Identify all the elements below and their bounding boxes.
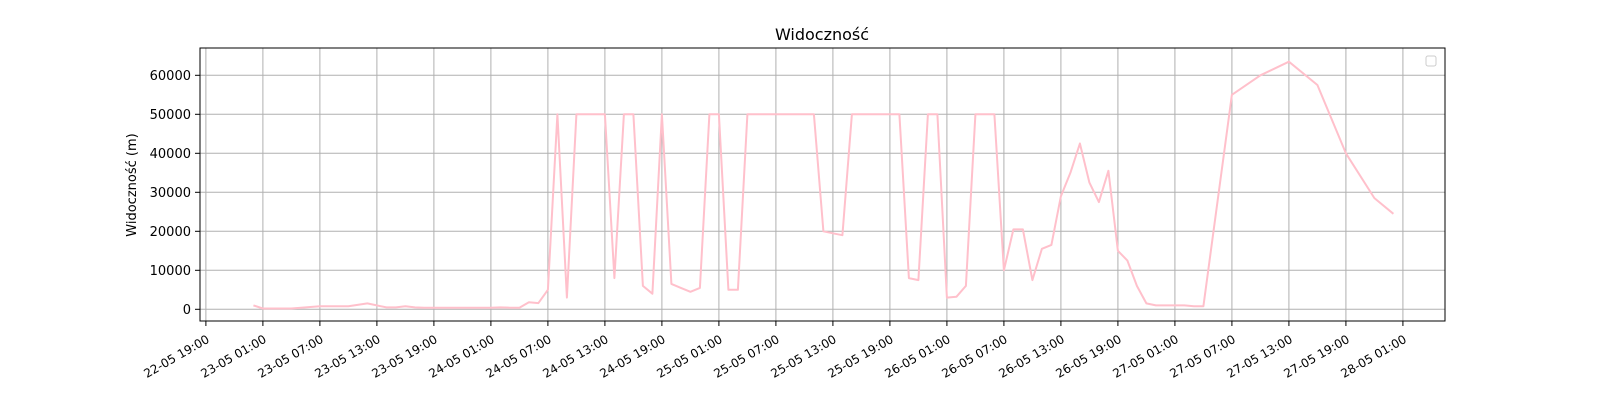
y-axis: 0 10000 20000 30000 40000 50000 60000 [150,69,200,318]
y-tick-label: 60000 [150,69,191,84]
y-tick-label: 40000 [150,147,191,162]
y-tick-label: 10000 [150,264,191,279]
legend-box [1425,55,1437,67]
y-tick-label: 20000 [150,225,191,240]
y-tick-label: 0 [183,303,191,318]
grid-lines [200,48,1445,321]
series-line [253,60,1395,310]
chart-title: Widoczność [775,25,869,44]
y-tick-label: 30000 [150,186,191,201]
y-axis-label: Widoczność (m) [125,133,140,236]
plot-frame [199,47,1446,322]
series-group [253,60,1395,310]
y-tick-label: 50000 [150,108,191,123]
